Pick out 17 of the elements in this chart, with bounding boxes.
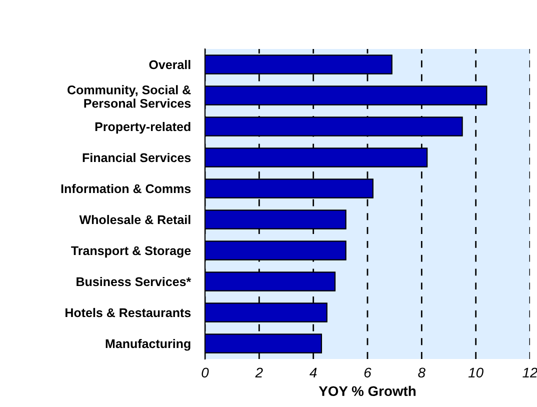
x-tick-label: 10 [468,368,484,378]
x-axis-title: YOY % Growth [318,386,416,396]
y-tick-label: Wholesale & Retail [79,214,190,224]
y-tick-label: Hotels & Restaurants [66,308,191,318]
y-tick-label: Community, Social & Personal Services [68,85,191,108]
x-tick-label: 0 [202,368,209,378]
x-tick-label: 2 [255,368,263,378]
x-tick-label: 6 [364,368,372,378]
y-tick-label: Manufacturing [106,338,190,351]
y-tick-label: Property-related [95,122,190,134]
y-tick-label: Information & Comms [61,184,191,194]
y-tick-label: Transport & Storage [71,246,191,258]
y-tick-label: Financial Services [82,152,191,162]
x-tick-label: 8 [418,368,426,378]
x-tick-label: 4 [310,368,317,378]
y-tick-label: Business Services* [76,276,192,286]
y-tick-label: Overall [149,60,190,70]
